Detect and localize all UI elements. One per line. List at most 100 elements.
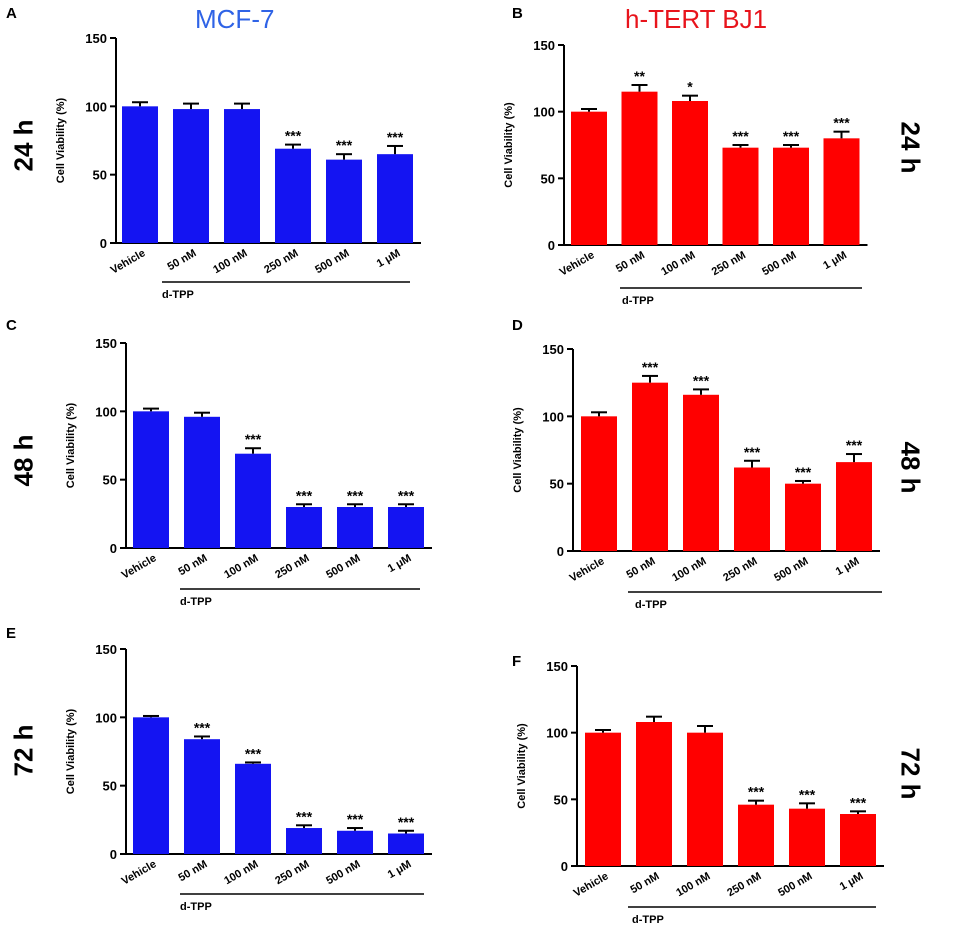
y-tick-label: 100 (533, 105, 555, 120)
y-axis-title: Cell Viability (%) (516, 723, 528, 809)
y-axis-title: Cell Viability (%) (503, 102, 515, 188)
bar (571, 111, 607, 246)
significance-label: *** (245, 745, 262, 761)
bar (133, 411, 169, 548)
significance-label: *** (748, 784, 765, 800)
bar (683, 394, 719, 551)
y-tick-label: 150 (542, 342, 564, 357)
category-label: 500 nM (324, 552, 362, 581)
significance-label: *** (693, 372, 710, 388)
y-tick-label: 0 (561, 859, 568, 874)
panel-letter: D (512, 317, 523, 334)
bar (326, 159, 362, 243)
significance-label: *** (846, 437, 863, 453)
category-label: 100 nM (211, 247, 249, 276)
bar (122, 106, 158, 243)
y-axis-title: Cell Viability (%) (65, 402, 77, 488)
category-label: 250 nM (710, 249, 748, 278)
bar (672, 101, 708, 245)
bar (585, 732, 621, 866)
category-label: Vehicle (120, 552, 159, 581)
category-label: 250 nM (725, 870, 763, 899)
category-label: 100 nM (659, 249, 697, 278)
y-tick-label: 100 (542, 409, 564, 424)
y-tick-label: 100 (546, 726, 568, 741)
bar (388, 833, 424, 854)
bar (722, 147, 759, 245)
group-label: d-TPP (162, 289, 194, 301)
significance-label: * (687, 79, 693, 95)
group-label: d-TPP (180, 901, 212, 913)
category-label: 250 nM (273, 552, 311, 581)
bar (235, 453, 271, 548)
bar (823, 138, 860, 245)
bar (388, 507, 424, 548)
panel-letter: E (6, 625, 16, 642)
category-label: 50 nM (165, 247, 198, 273)
y-tick-label: 50 (550, 477, 564, 492)
category-label: 500 nM (776, 870, 814, 899)
panel-letter: A (6, 5, 17, 22)
category-label: 50 nM (624, 555, 657, 581)
category-label: 1 μM (386, 552, 414, 575)
significance-label: *** (347, 487, 364, 503)
chart-panel-d: D Cell Viability (%) 0 50 100 150 Vehicle *** 50… (512, 317, 882, 611)
y-tick-label: 150 (533, 38, 555, 53)
significance-label: *** (795, 464, 812, 480)
y-tick-label: 100 (85, 99, 107, 114)
y-tick-label: 0 (548, 238, 555, 253)
bar (734, 467, 770, 551)
bar (286, 507, 322, 548)
category-label: 500 nM (772, 555, 810, 584)
y-axis-title: Cell Viability (%) (55, 97, 67, 183)
bar (789, 808, 825, 866)
bar (337, 830, 373, 854)
category-label: 1 μM (386, 858, 414, 881)
bar (621, 91, 658, 246)
chart-panel-f: F Cell Viability (%) 0 50 100 150 Vehicle 50 nM… (512, 653, 884, 926)
category-label: 1 μM (821, 249, 849, 272)
chart-panel-b: B Cell Viability (%) 0 50 100 150 Vehicle ** 50 … (503, 5, 868, 307)
bar (224, 109, 260, 243)
bar (235, 763, 271, 854)
y-tick-label: 150 (95, 642, 117, 657)
category-label: 50 nM (176, 552, 209, 578)
significance-label: *** (336, 137, 353, 153)
significance-label: *** (347, 811, 364, 827)
significance-label: *** (296, 808, 313, 824)
y-tick-label: 0 (110, 847, 117, 862)
y-tick-label: 0 (100, 236, 107, 251)
group-label: d-TPP (632, 914, 664, 926)
bar (184, 739, 220, 854)
y-tick-label: 0 (110, 541, 117, 556)
category-label: Vehicle (109, 247, 148, 276)
significance-label: *** (285, 128, 302, 144)
category-label: 50 nM (176, 858, 209, 884)
y-tick-label: 50 (103, 779, 117, 794)
panel-letter: F (512, 653, 521, 670)
category-label: 250 nM (721, 555, 759, 584)
chart-panel-e: E Cell Viability (%) 0 50 100 150 Vehicle *** 50… (6, 625, 432, 913)
category-label: Vehicle (120, 858, 159, 887)
category-label: 1 μM (838, 870, 866, 893)
bar (173, 109, 209, 243)
bar (184, 416, 220, 548)
category-label: 500 nM (313, 247, 351, 276)
y-tick-label: 100 (95, 710, 117, 725)
bar (581, 416, 617, 551)
panel-letter: C (6, 317, 17, 334)
significance-label: *** (783, 128, 800, 144)
category-label: Vehicle (568, 555, 607, 584)
significance-label: *** (850, 794, 867, 810)
column-title-htert-bj1: h-TERT BJ1 (625, 4, 768, 34)
significance-label: *** (642, 359, 659, 375)
significance-label: ** (634, 68, 645, 84)
significance-label: *** (744, 444, 761, 460)
y-tick-label: 50 (541, 171, 555, 186)
category-label: 100 nM (222, 858, 260, 887)
category-label: 250 nM (262, 247, 300, 276)
category-label: 1 μM (375, 247, 403, 270)
y-axis-title: Cell Viability (%) (512, 407, 524, 493)
bar (337, 507, 373, 548)
